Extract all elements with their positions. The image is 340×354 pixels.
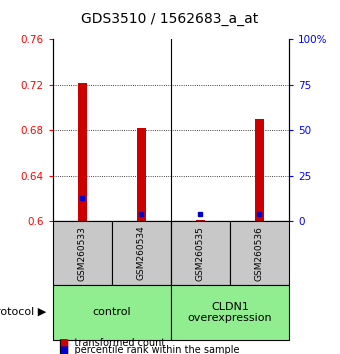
Text: ■  transformed count: ■ transformed count [59, 338, 166, 348]
Text: GSM260534: GSM260534 [137, 226, 146, 280]
Text: GSM260536: GSM260536 [255, 225, 264, 281]
Bar [230, 221, 289, 285]
Bar [78, 84, 87, 221]
Bar [255, 119, 264, 221]
Bar [53, 221, 112, 285]
Text: ■  percentile rank within the sample: ■ percentile rank within the sample [59, 346, 240, 354]
Text: control: control [92, 307, 131, 318]
Text: GDS3510 / 1562683_a_at: GDS3510 / 1562683_a_at [81, 12, 259, 27]
Text: GSM260535: GSM260535 [196, 225, 205, 281]
Bar [171, 285, 289, 340]
Text: CLDN1
overexpression: CLDN1 overexpression [188, 302, 272, 323]
Text: ■: ■ [59, 338, 69, 348]
Bar [112, 221, 171, 285]
Bar [171, 221, 230, 285]
Bar [53, 285, 171, 340]
Bar [196, 220, 205, 221]
Text: ■: ■ [59, 346, 69, 354]
Text: GSM260533: GSM260533 [78, 225, 87, 281]
Text: protocol ▶: protocol ▶ [0, 307, 46, 318]
Bar [137, 128, 146, 221]
